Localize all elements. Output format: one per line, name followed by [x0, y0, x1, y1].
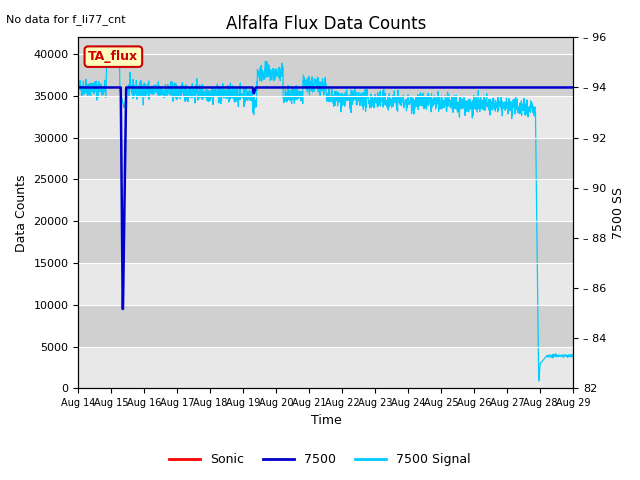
- Text: No data for f_li77_cnt: No data for f_li77_cnt: [6, 14, 126, 25]
- Y-axis label: Data Counts: Data Counts: [15, 174, 28, 252]
- Bar: [79, 96, 573, 138]
- Bar: [79, 305, 573, 347]
- Bar: [79, 347, 573, 388]
- Bar: [79, 263, 573, 305]
- Legend: Sonic, 7500, 7500 Signal: Sonic, 7500, 7500 Signal: [164, 448, 476, 471]
- Bar: [79, 138, 573, 180]
- Bar: [79, 180, 573, 221]
- Title: Alfalfa Flux Data Counts: Alfalfa Flux Data Counts: [226, 15, 426, 33]
- Bar: [79, 54, 573, 96]
- Y-axis label: 7500 SS: 7500 SS: [612, 187, 625, 239]
- Bar: [79, 221, 573, 263]
- Text: TA_flux: TA_flux: [88, 50, 138, 63]
- X-axis label: Time: Time: [310, 414, 341, 427]
